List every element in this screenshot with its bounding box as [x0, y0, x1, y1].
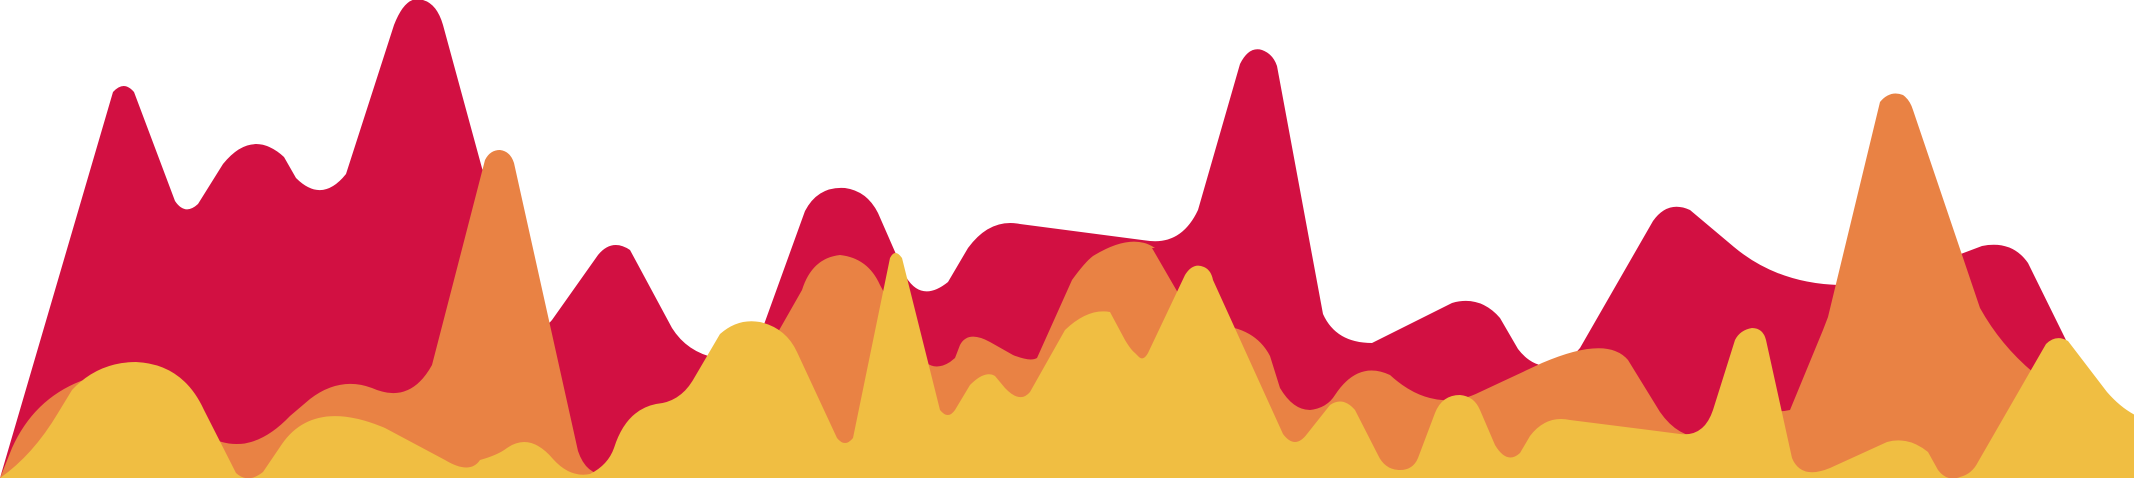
- middle-wave: [0, 93, 2134, 478]
- front-wave: [0, 253, 2134, 478]
